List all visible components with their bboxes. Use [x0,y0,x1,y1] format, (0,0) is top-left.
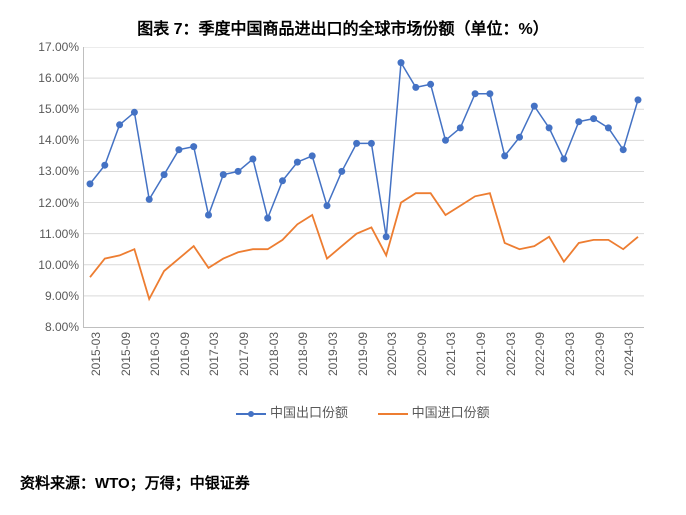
data-point [338,168,345,175]
x-tick: 2018-09 [296,332,310,376]
legend: 中国出口份额 中国进口份额 [83,402,643,421]
legend-item: 中国进口份额 [378,402,490,421]
x-tick: 2020-03 [385,332,399,376]
x-tick: 2015-09 [119,332,133,376]
data-point [235,168,242,175]
x-axis: 2015-03 2015-09 2016-03 2016-09 2017-03 2017-… [83,332,643,402]
x-tick: 2023-03 [563,332,577,376]
source-text: 资料来源：WTO；万得；中银证券 [20,472,666,493]
data-point [590,115,597,122]
data-point [531,103,538,110]
y-tick: 12.00% [38,196,79,210]
data-point [620,146,627,153]
legend-label: 中国进口份额 [408,405,490,420]
data-point [368,140,375,147]
y-tick: 15.00% [38,102,79,116]
data-point [575,118,582,125]
legend-swatch [236,413,266,415]
data-point [161,171,168,178]
y-tick: 17.00% [38,40,79,54]
x-tick: 2017-09 [237,332,251,376]
data-point [205,212,212,219]
legend-swatch [378,413,408,415]
data-point [560,156,567,163]
x-tick: 2021-03 [444,332,458,376]
y-tick: 14.00% [38,133,79,147]
x-tick: 2016-03 [148,332,162,376]
data-point [87,180,94,187]
x-tick: 2021-09 [474,332,488,376]
x-tick: 2017-03 [207,332,221,376]
data-point [472,90,479,97]
legend-item: 中国出口份额 [236,402,348,421]
x-tick: 2018-03 [267,332,281,376]
x-tick: 2024-03 [622,332,636,376]
data-point [383,233,390,240]
data-point [131,109,138,116]
y-tick: 16.00% [38,71,79,85]
x-tick: 2023-09 [593,332,607,376]
data-point [146,196,153,203]
chart-title: 图表 7：季度中国商品进出口的全球市场份额（单位：%） [20,15,666,39]
plot-area [83,47,644,328]
data-point [279,177,286,184]
legend-label: 中国出口份额 [266,405,348,420]
data-point [324,202,331,209]
data-point [294,159,301,166]
data-point [249,156,256,163]
data-point [398,59,405,66]
data-point [412,84,419,91]
data-point [516,134,523,141]
x-tick: 2019-09 [356,332,370,376]
y-tick: 9.00% [45,289,79,303]
data-point [101,162,108,169]
data-point [175,146,182,153]
data-point [546,124,553,131]
data-point [501,152,508,159]
x-tick: 2020-09 [415,332,429,376]
data-point [220,171,227,178]
x-tick: 2016-09 [178,332,192,376]
x-tick: 2022-09 [533,332,547,376]
data-point [264,215,271,222]
data-point [635,96,642,103]
x-tick: 2015-03 [89,332,103,376]
y-tick: 8.00% [45,320,79,334]
chart-svg [84,47,644,327]
data-point [442,137,449,144]
x-tick: 2019-03 [326,332,340,376]
series-line [90,63,638,237]
data-point [605,124,612,131]
chart-container: 8.00% 9.00% 10.00% 11.00% 12.00% 13.00% 14.00%… [23,47,663,427]
data-point [353,140,360,147]
data-point [486,90,493,97]
data-point [457,124,464,131]
y-axis: 8.00%9.00%10.00%11.00%12.00%13.00%14.00%… [23,47,83,327]
data-point [427,81,434,88]
data-point [309,152,316,159]
y-tick: 10.00% [38,258,79,272]
y-tick: 11.00% [39,227,79,241]
y-tick: 13.00% [38,164,79,178]
data-point [116,121,123,128]
data-point [190,143,197,150]
series-line [90,193,638,299]
x-tick: 2022-03 [504,332,518,376]
